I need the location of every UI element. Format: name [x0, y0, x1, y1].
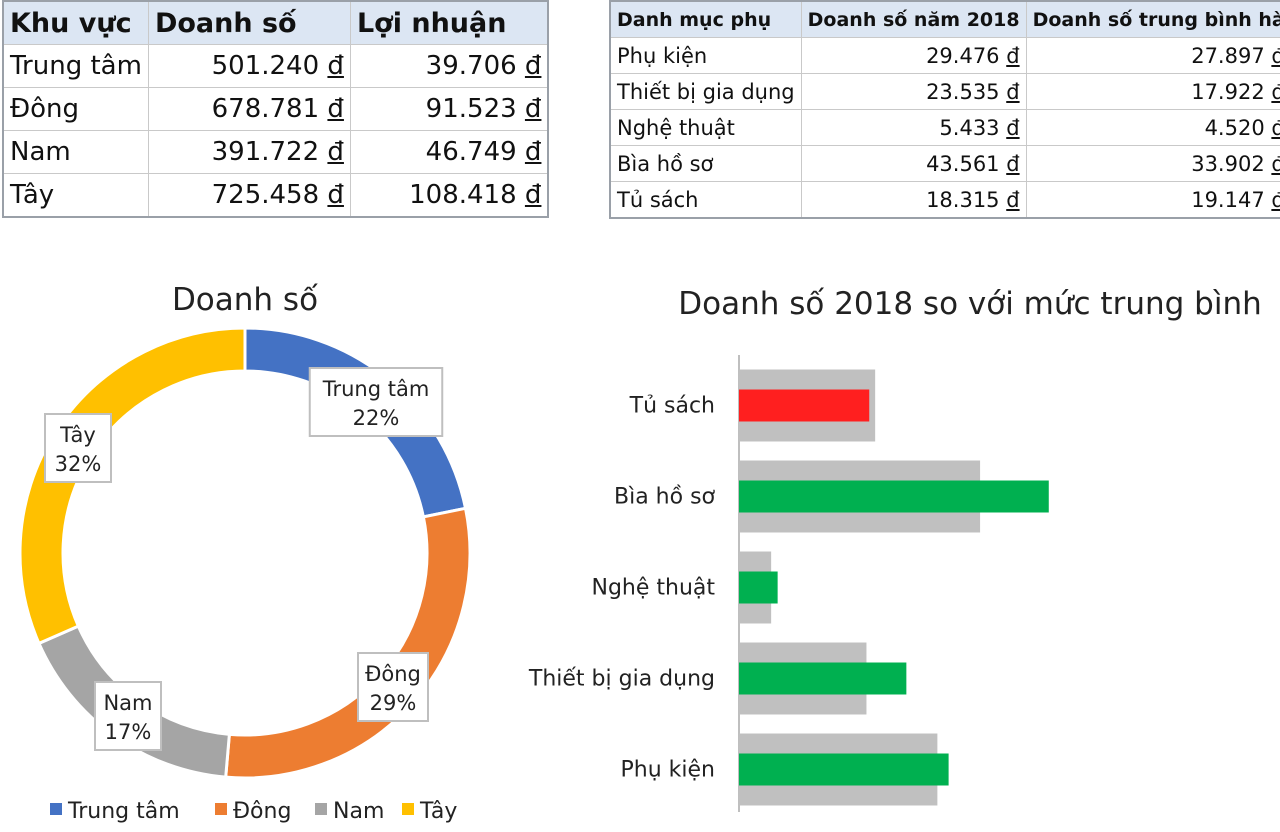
average-cell: 19.147 đ — [1025, 181, 1280, 219]
bar-2018 — [739, 480, 1049, 513]
region-name: Nam — [2, 130, 149, 174]
profit-cell: 91.523 đ — [349, 87, 549, 131]
table-row: Trung tâm 501.240 đ 39.706 đ — [2, 44, 549, 88]
legend-label: Tây — [419, 799, 457, 824]
profit-cell: 46.749 đ — [349, 130, 549, 174]
sales-cell: 391.722 đ — [147, 130, 351, 174]
table-row: Bìa hồ sơ 43.561 đ 33.902 đ — [609, 145, 1280, 182]
table-row: Thiết bị gia dụng 23.535 đ 17.922 đ — [609, 73, 1280, 110]
profit-cell: 108.418 đ — [349, 173, 549, 218]
header-average-sales: Doanh số trung bình hà — [1025, 0, 1280, 38]
subcategory-name: Phụ kiện — [609, 37, 802, 74]
average-cell: 17.922 đ — [1025, 73, 1280, 110]
data-label-category: Đông — [365, 662, 421, 686]
region-name: Trung tâm — [2, 44, 149, 88]
region-name: Tây — [2, 173, 149, 218]
sales-2018-cell: 23.535 đ — [800, 73, 1027, 110]
sales-cell: 501.240 đ — [147, 44, 351, 88]
legend-swatch — [402, 803, 414, 815]
bar-2018 — [739, 389, 870, 422]
subcategory-table: Danh mục phụ Doanh số năm 2018 Doanh số … — [609, 0, 1280, 219]
data-label-percent: 17% — [105, 720, 152, 744]
region-table: Khu vực Doanh số Lợi nhuận Trung tâm 501… — [2, 0, 550, 218]
region-table-header: Khu vực Doanh số Lợi nhuận — [2, 0, 549, 45]
header-sales-2018: Doanh số năm 2018 — [800, 0, 1027, 38]
legend-label: Đông — [233, 799, 291, 824]
subcategory-name: Bìa hồ sơ — [609, 145, 802, 182]
category-label: Thiết bị gia dụng — [528, 667, 715, 692]
legend-swatch — [315, 803, 327, 815]
legend-swatch — [50, 803, 62, 815]
bar-2018 — [739, 753, 949, 786]
data-label-percent: 32% — [55, 452, 102, 476]
sales-2018-cell: 29.476 đ — [800, 37, 1027, 74]
sales-cell: 725.458 đ — [147, 173, 351, 218]
doughnut-slice-4 — [18, 326, 247, 646]
category-label: Tủ sách — [629, 394, 715, 419]
data-label-box — [308, 367, 444, 437]
sales-cell: 678.781 đ — [147, 87, 351, 131]
data-label-box — [94, 681, 162, 751]
table-row: Tủ sách 18.315 đ 19.147 đ — [609, 181, 1280, 219]
data-label-box — [357, 652, 429, 722]
data-label-category: Nam — [103, 691, 152, 715]
doughnut-chart: Doanh số Trung tâm 22% Đông 29% Nam 17% Tây 32%… — [18, 282, 472, 824]
category-label: Bìa hồ sơ — [614, 485, 716, 510]
legend-swatch — [215, 803, 227, 815]
legend-label: Nam — [333, 799, 384, 824]
header-sales: Doanh số — [147, 0, 351, 45]
doughnut-slice-2 — [224, 506, 472, 780]
legend-label: Trung tâm — [67, 799, 180, 824]
data-label-box — [44, 413, 112, 483]
bar-chart-title: Doanh số 2018 so với mức trung bình — [678, 286, 1262, 322]
subcategory-name: Nghệ thuật — [609, 109, 802, 146]
table-row: Đông 678.781 đ 91.523 đ — [2, 87, 549, 131]
table-row: Phụ kiện 29.476 đ 27.897 đ — [609, 37, 1280, 74]
sales-2018-cell: 43.561 đ — [800, 145, 1027, 182]
data-label-percent: 29% — [370, 691, 417, 715]
header-profit: Lợi nhuận — [349, 0, 549, 45]
subcategory-name: Tủ sách — [609, 181, 802, 219]
category-label: Phụ kiện — [621, 758, 715, 783]
bar-chart: Doanh số 2018 so với mức trung bình Tủ s… — [528, 286, 1262, 812]
bar-2018 — [739, 571, 778, 604]
category-label: Nghệ thuật — [591, 576, 715, 601]
table-row: Tây 725.458 đ 108.418 đ — [2, 173, 549, 218]
data-label-category: Tây — [59, 423, 96, 447]
data-label-percent: 22% — [353, 406, 400, 430]
doughnut-title: Doanh số — [172, 282, 318, 318]
region-name: Đông — [2, 87, 149, 131]
sales-2018-cell: 18.315 đ — [800, 181, 1027, 219]
average-cell: 4.520 đ — [1025, 109, 1280, 146]
average-cell: 33.902 đ — [1025, 145, 1280, 182]
table-row: Nam 391.722 đ 46.749 đ — [2, 130, 549, 174]
data-label-category: Trung tâm — [322, 377, 430, 401]
bar-2018 — [739, 662, 907, 695]
average-cell: 27.897 đ — [1025, 37, 1280, 74]
